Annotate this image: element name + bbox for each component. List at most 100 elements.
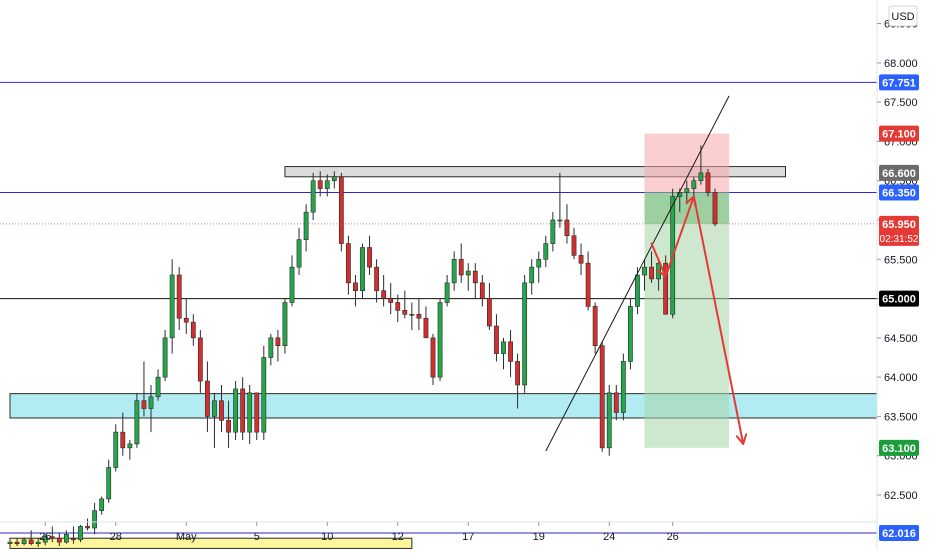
candle[interactable] (106, 459, 112, 503)
candle[interactable] (642, 259, 647, 291)
candle[interactable] (331, 171, 337, 189)
candle[interactable] (78, 524, 83, 543)
candle[interactable] (374, 259, 379, 303)
candle[interactable] (423, 306, 429, 339)
candle[interactable] (14, 538, 20, 547)
candle[interactable] (49, 526, 55, 543)
candle[interactable] (317, 171, 323, 197)
candle[interactable] (226, 400, 231, 448)
candle[interactable] (353, 275, 358, 307)
candle[interactable] (345, 235, 351, 295)
candle[interactable] (183, 298, 189, 334)
candle[interactable] (578, 243, 584, 275)
candle[interactable] (627, 298, 633, 370)
support-zone[interactable] (9, 393, 878, 419)
candle[interactable] (35, 538, 41, 547)
candle[interactable] (205, 361, 210, 433)
candle[interactable] (254, 392, 260, 440)
candle[interactable] (585, 251, 591, 311)
candle[interactable] (85, 518, 90, 531)
candle[interactable] (712, 188, 718, 227)
candle[interactable] (289, 255, 295, 307)
candle[interactable] (261, 345, 267, 440)
price-badge[interactable]: 63.100 (879, 439, 919, 456)
candle[interactable] (21, 537, 27, 546)
candle[interactable] (141, 361, 147, 417)
candle[interactable] (120, 412, 126, 456)
candle[interactable] (212, 392, 217, 448)
candle[interactable] (543, 235, 549, 268)
candle[interactable] (437, 298, 443, 382)
candle[interactable] (606, 385, 612, 456)
candle[interactable] (402, 290, 408, 319)
trendline[interactable] (545, 95, 730, 452)
candle[interactable] (501, 337, 506, 370)
candle[interactable] (56, 532, 62, 547)
candle[interactable] (233, 381, 238, 440)
candle[interactable] (458, 243, 464, 283)
candle[interactable] (465, 263, 471, 291)
candle[interactable] (197, 330, 203, 393)
candle[interactable] (176, 267, 182, 330)
candle[interactable] (592, 302, 598, 354)
candle[interactable] (479, 275, 485, 307)
candle[interactable] (64, 530, 69, 544)
candle[interactable] (99, 496, 105, 515)
candle[interactable] (571, 227, 577, 260)
price-badge[interactable]: 65.000 (879, 290, 919, 307)
candle[interactable] (508, 330, 513, 378)
price-badge[interactable]: 67.751 (879, 74, 919, 91)
candle[interactable] (649, 251, 654, 283)
candle[interactable] (395, 294, 401, 323)
candle[interactable] (7, 540, 13, 546)
candle[interactable] (409, 302, 415, 331)
candle[interactable] (155, 369, 161, 401)
candle[interactable] (303, 204, 309, 252)
candle[interactable] (635, 267, 640, 315)
candle[interactable] (698, 145, 704, 185)
candle[interactable] (42, 534, 48, 546)
candle[interactable] (190, 314, 196, 346)
price-badge[interactable]: 66.600 (879, 164, 919, 181)
price-badge[interactable]: 67.100 (879, 125, 919, 142)
candle[interactable] (451, 251, 457, 291)
projection-arrow-segment[interactable] (664, 195, 695, 278)
candle[interactable] (134, 392, 140, 448)
candle[interactable] (486, 282, 492, 330)
candle[interactable] (564, 204, 570, 244)
candle[interactable] (296, 227, 302, 275)
take-profit-zone[interactable] (644, 192, 730, 448)
candle[interactable] (430, 333, 436, 385)
candle[interactable] (522, 275, 528, 393)
candle[interactable] (388, 282, 394, 315)
candle[interactable] (599, 341, 605, 452)
projection-arrow-segment[interactable] (650, 242, 667, 278)
candle[interactable] (275, 330, 281, 362)
currency-button[interactable]: USD (888, 5, 918, 27)
candle[interactable] (247, 385, 253, 444)
price-badge[interactable]: 62.016 (879, 525, 919, 542)
projection-arrow-segment[interactable] (692, 195, 745, 445)
price-badge[interactable]: 65.950 02:31:52 (879, 215, 919, 246)
candle[interactable] (338, 172, 344, 252)
candle[interactable] (162, 330, 168, 382)
candle[interactable] (684, 180, 690, 205)
candle[interactable] (613, 385, 619, 421)
candle[interactable] (705, 168, 711, 197)
price-badge[interactable]: 66.350 (879, 184, 919, 201)
candle[interactable] (169, 259, 175, 354)
candle[interactable] (550, 212, 556, 252)
candle[interactable] (92, 502, 97, 535)
plot-area[interactable] (0, 0, 877, 550)
resistance-zone[interactable] (284, 166, 786, 178)
candle[interactable] (282, 298, 288, 354)
candle[interactable] (515, 353, 520, 409)
candle[interactable] (148, 385, 154, 433)
candle[interactable] (557, 172, 563, 228)
candle[interactable] (494, 314, 499, 362)
candle[interactable] (381, 275, 387, 307)
candle[interactable] (71, 526, 76, 544)
candle[interactable] (367, 235, 372, 275)
